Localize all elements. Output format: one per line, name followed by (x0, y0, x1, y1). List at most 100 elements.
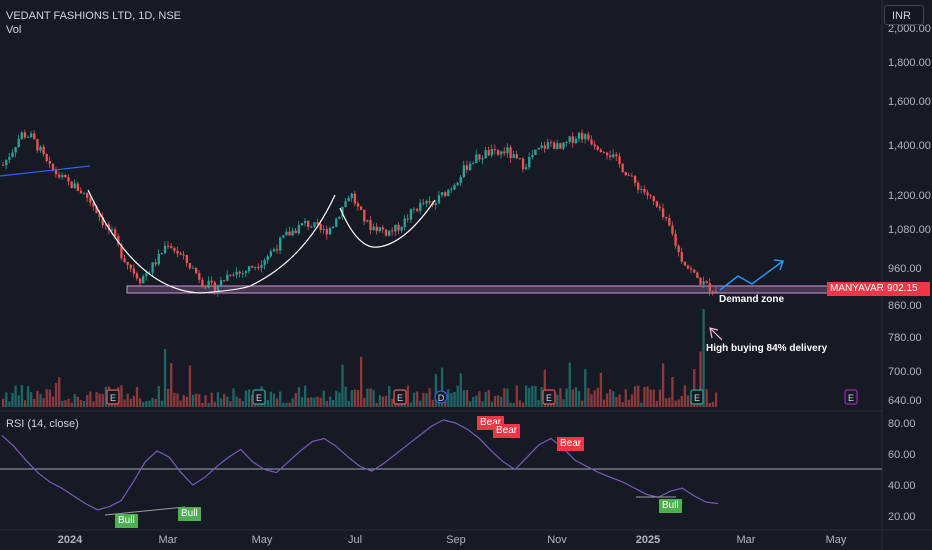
symbol-title[interactable]: VEDANT FASHIONS LTD, 1D, NSE (6, 10, 182, 22)
volume-bar (101, 394, 104, 407)
candle-body (381, 227, 385, 230)
candle-body (310, 226, 313, 228)
candle-body (437, 195, 441, 204)
candle-body (182, 254, 185, 256)
candle-body (493, 149, 497, 151)
candle-body (350, 193, 353, 199)
volume-bar (419, 400, 422, 407)
volume-bar (515, 385, 518, 407)
candle-body (521, 158, 525, 170)
candle-body (297, 225, 301, 234)
volume-bar (79, 400, 83, 407)
projection-arrow-drawing[interactable] (719, 260, 784, 291)
projection-arrowhead (773, 259, 785, 271)
time-axis-label: May (826, 534, 847, 546)
candle-body (89, 198, 92, 203)
rsi-bear-signal: Bear (557, 437, 585, 451)
candle-body (465, 165, 469, 170)
candle-body (366, 220, 369, 222)
candle-body (338, 216, 341, 219)
candle-body (440, 192, 444, 196)
cup-curve-drawing[interactable] (87, 189, 336, 294)
volume-bar (89, 391, 92, 407)
candle-body (226, 274, 229, 281)
price-axis[interactable]: 2,000.00 1,800.00 1,600.00 1,400.00 1,200.00… (888, 23, 931, 407)
price-tick-label: 2,000.00 (888, 23, 931, 35)
candle-body (138, 278, 142, 284)
candle-body (170, 245, 173, 249)
currency-button[interactable]: INR (884, 5, 924, 25)
time-axis-label: Nov (547, 534, 567, 546)
candle-body (711, 291, 715, 293)
candle-body (61, 175, 64, 178)
high-buying-label[interactable]: High buying 84% delivery (706, 343, 828, 354)
rsi-axis[interactable]: 80.00 60.00 40.00 20.00 (888, 418, 916, 523)
volume-bar (160, 400, 164, 407)
candle-body (95, 206, 98, 214)
time-axis[interactable]: 2024 Mar May Jul Sep Nov 2025 Mar May (58, 534, 847, 546)
volume-bar (478, 391, 481, 407)
volume-bar (596, 387, 599, 407)
candle-body (331, 226, 335, 229)
volume-bar (680, 396, 683, 407)
volume-bar (425, 393, 428, 407)
volume-bar (574, 387, 578, 407)
rsi-line[interactable] (1, 419, 719, 511)
volume-bar (521, 402, 525, 407)
volume-bar (699, 351, 702, 407)
earnings-marker (690, 389, 704, 405)
volume-bar (366, 388, 369, 407)
volume-bar (453, 391, 456, 407)
volume-bar (182, 394, 185, 407)
candle-body (416, 208, 419, 211)
volume-bar (381, 396, 385, 407)
volume-bar (26, 386, 30, 407)
candle-body (86, 192, 89, 199)
rsi-divergence-line (104, 506, 186, 516)
volume-bar (677, 399, 680, 407)
volume-bar (428, 388, 431, 407)
volume-bar (372, 389, 375, 407)
candle-body (434, 203, 438, 206)
trendline-drawing[interactable] (0, 165, 91, 177)
volume-bar (11, 392, 14, 407)
volume-bar (241, 401, 245, 407)
demand-zone-label[interactable]: Demand zone (719, 294, 785, 305)
handle-curve-drawing[interactable] (339, 199, 436, 248)
candle-body (272, 249, 276, 252)
volume-bar (633, 386, 637, 407)
candle-body (275, 249, 279, 251)
candle-body (241, 273, 245, 274)
volume-bar (646, 386, 649, 407)
candle-body (176, 250, 179, 254)
candle-body (674, 233, 677, 246)
price-tick-label: 860.00 (888, 300, 922, 312)
volume-bar (462, 390, 466, 407)
candle-body (244, 271, 248, 274)
volume-bar (39, 394, 42, 407)
earnings-marker (542, 389, 556, 405)
candle-body (549, 142, 553, 144)
candle-body (559, 143, 562, 149)
candle-body (79, 190, 83, 194)
candle-body (45, 154, 48, 162)
rsi-title[interactable]: RSI (14, close) (6, 418, 79, 430)
volume-bar (238, 398, 241, 407)
candle-body (229, 274, 232, 276)
volume-label[interactable]: Vol (6, 24, 22, 36)
volume-bar (534, 386, 537, 407)
candle-body (107, 224, 111, 231)
candle-body (213, 282, 216, 293)
candle-body (151, 262, 154, 273)
candle-body (630, 175, 634, 177)
price-tick-label: 700.00 (888, 366, 922, 378)
demand-zone-box[interactable] (126, 285, 883, 294)
volume-bar (378, 395, 381, 407)
candle-body (219, 280, 223, 286)
volume-bar (571, 389, 574, 407)
volume-bar (702, 309, 705, 407)
candle-body (534, 149, 537, 156)
volume-bar (668, 397, 671, 407)
candle-body (618, 156, 621, 164)
